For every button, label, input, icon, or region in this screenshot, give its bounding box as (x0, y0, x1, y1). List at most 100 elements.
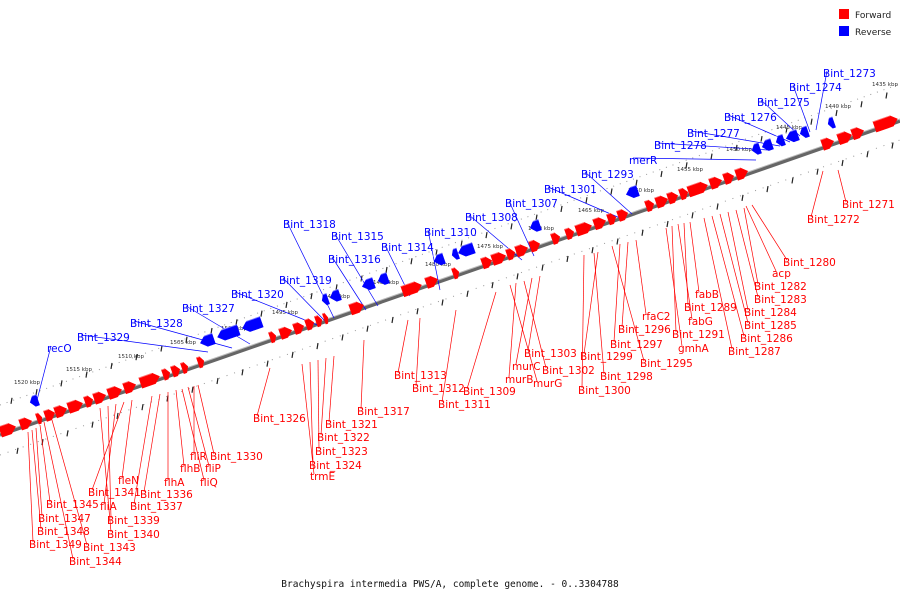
reverse-gene-arrow (360, 276, 376, 291)
reverse-gene-arrow (760, 137, 774, 151)
forward-gene-label: Bint_1303 (524, 348, 577, 360)
leader-line (689, 221, 700, 293)
scale-tick-mark (685, 162, 688, 169)
reverse-gene-label: Bint_1278 (654, 140, 707, 152)
gene-highlight (28, 394, 37, 398)
gene-body (564, 227, 575, 240)
scale-tick-mark (841, 159, 844, 167)
leader-line (256, 367, 271, 417)
scale-tick-mark (435, 249, 438, 256)
scale-tick-label: 1460 kbp (628, 188, 654, 194)
forward-gene-label: Bint_1297 (610, 339, 663, 351)
gene-layer (0, 115, 898, 438)
leader-line (39, 424, 51, 503)
scale-tick-mark (60, 380, 63, 387)
scale-tick-mark (641, 229, 644, 236)
leader-line (677, 223, 693, 320)
scale-tick-label: 1445 kbp (776, 125, 802, 131)
gene-body (424, 275, 439, 289)
leader-line (107, 405, 112, 519)
forward-gene-arrow (106, 385, 122, 400)
gene-body (708, 176, 723, 190)
legend-reverse-label: Reverse (855, 28, 892, 38)
gene-body (18, 417, 33, 431)
gene-highlight (451, 267, 455, 270)
forward-gene-label: Bint_1298 (600, 371, 653, 383)
reverse-gene-arrow (198, 332, 216, 347)
gene-highlight (320, 292, 327, 296)
gene-body (820, 137, 835, 151)
gene-body (458, 242, 476, 257)
gene-body (480, 256, 493, 270)
forward-gene-arrow (161, 368, 171, 381)
forward-gene-arrow (564, 227, 575, 240)
gene-highlight (760, 137, 771, 143)
gene-body (722, 172, 735, 185)
scale-tick-mark (535, 214, 538, 221)
scale-tick-mark (866, 151, 869, 158)
scale-tick-label: 1450 kbp (726, 147, 752, 153)
leader-line (320, 357, 327, 436)
leader-line (657, 142, 769, 151)
gene-body (66, 399, 83, 414)
scale-tick-label: 1520 kbp (14, 380, 40, 386)
scale-tick-label: 1440 kbp (825, 104, 851, 110)
gene-body (850, 127, 865, 141)
leader-line (99, 407, 112, 533)
forward-gene-arrow (424, 275, 439, 289)
forward-gene-arrow (550, 232, 561, 245)
forward-gene-arrow (592, 216, 607, 231)
reverse-gene-label: Bint_1320 (231, 289, 284, 301)
forward-gene-label: Bint_1296 (618, 324, 671, 336)
forward-gene-label: Bint_1312 (412, 383, 465, 395)
forward-gene-arrow (0, 422, 16, 438)
forward-gene-label: Bint_1300 (578, 385, 631, 397)
forward-gene-label: Bint_1330 (210, 451, 263, 463)
scale-tick-mark (716, 203, 719, 210)
reverse-gene-arrow (624, 184, 640, 198)
forward-gene-label: Bint_1348 (37, 526, 90, 538)
gene-highlight (850, 126, 857, 131)
gene-highlight (268, 330, 272, 334)
leader-line (613, 243, 621, 343)
scale-tick-mark (116, 412, 119, 420)
forward-gene-label: Bint_1280 (783, 257, 836, 269)
reverse-gene-arrow (784, 128, 800, 143)
gene-highlight (122, 380, 129, 384)
scale-tick-mark (785, 127, 788, 134)
gene-body (138, 372, 160, 389)
gene-body (625, 185, 640, 198)
reverse-gene-label: Bint_1315 (331, 231, 384, 243)
scale-tick-mark (310, 293, 313, 300)
leader-line (683, 222, 689, 306)
forward-gene-label: Bint_1321 (325, 419, 378, 431)
gene-body (242, 316, 264, 332)
leader-line (815, 70, 828, 131)
leader-line (810, 170, 824, 218)
gene-highlight (314, 314, 318, 318)
gene-body (644, 199, 655, 213)
forward-gene-arrow (451, 267, 460, 280)
gene-body (314, 315, 323, 328)
gene-highlight (722, 171, 728, 175)
scale-tick-mark (35, 388, 38, 396)
scale-tick-mark (741, 194, 744, 201)
forward-gene-label: Bint_1339 (107, 515, 160, 527)
forward-gene-label: Bint_1344 (69, 556, 122, 568)
forward-gene-arrow (574, 221, 592, 237)
scale-tick-mark (510, 223, 513, 230)
forward-gene-label: trmE (310, 471, 335, 483)
leader-line (282, 277, 327, 323)
gene-highlight (592, 216, 599, 221)
gene-body (400, 281, 422, 298)
forward-gene-label: fabB (695, 289, 719, 301)
forward-gene-arrow (292, 321, 305, 335)
leader-line (837, 169, 847, 203)
leader-line (27, 431, 34, 543)
leader-line (792, 84, 811, 133)
leader-line (360, 339, 365, 410)
forward-gene-label: Bint_1340 (107, 529, 160, 541)
gene-highlight (432, 252, 443, 257)
gene-body (321, 312, 329, 325)
scale-tick-mark (135, 354, 138, 361)
